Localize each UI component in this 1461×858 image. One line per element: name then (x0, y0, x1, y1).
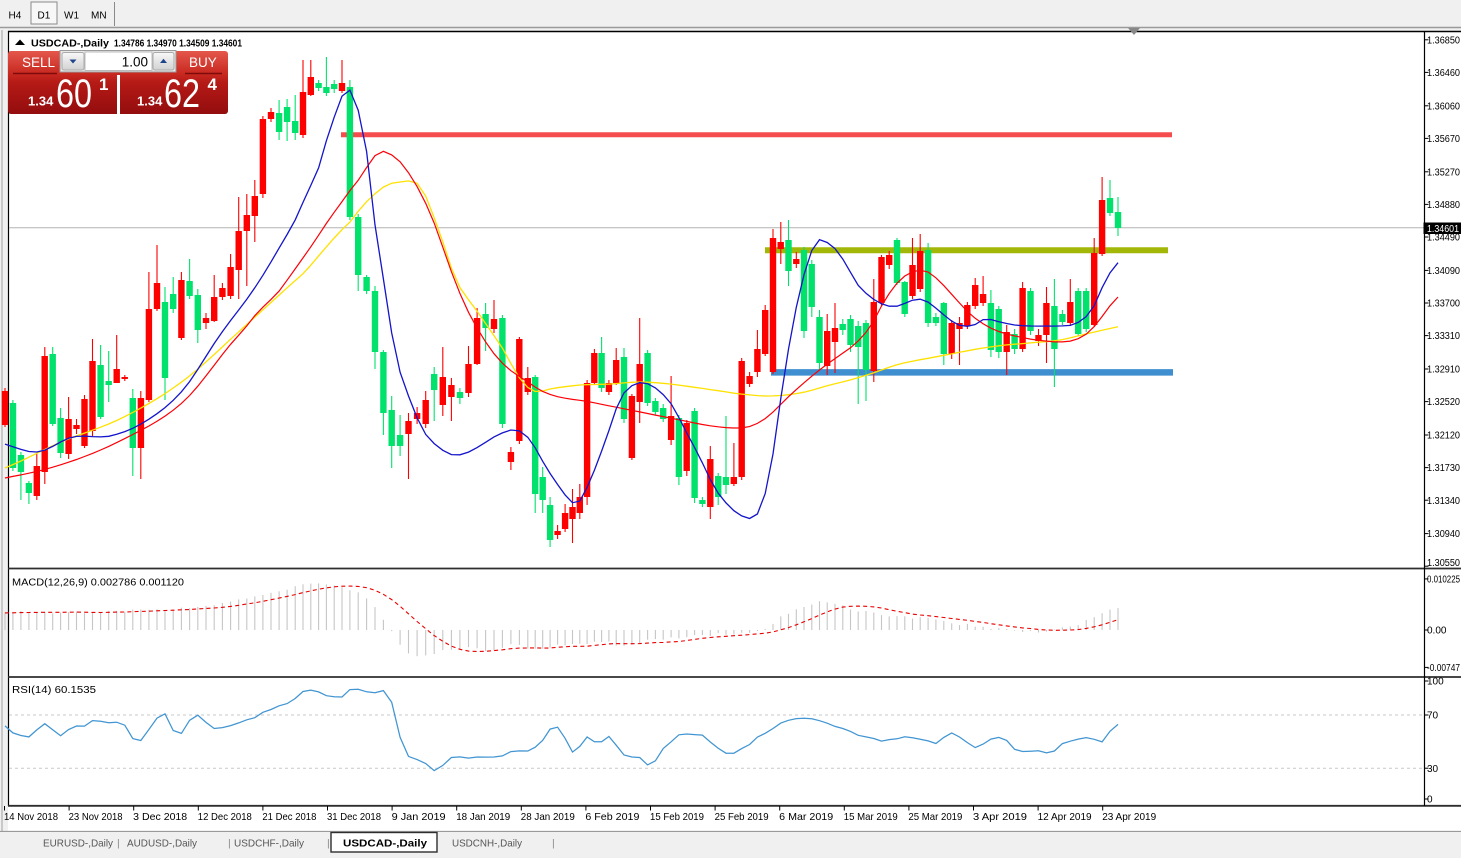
svg-text:USDCAD-,Daily: USDCAD-,Daily (343, 838, 427, 850)
svg-text:USDCAD-,Daily: USDCAD-,Daily (31, 39, 109, 50)
svg-text:12 Apr 2019: 12 Apr 2019 (1038, 811, 1092, 823)
svg-text:1.33700: 1.33700 (1427, 299, 1460, 310)
svg-text:1.34090: 1.34090 (1427, 266, 1460, 277)
svg-text:28 Jan 2019: 28 Jan 2019 (521, 811, 575, 823)
svg-text:1: 1 (99, 75, 108, 94)
svg-text:MACD(12,26,9) 0.002786 0.00112: MACD(12,26,9) 0.002786 0.001120 (12, 578, 184, 589)
svg-text:60: 60 (56, 72, 92, 116)
svg-text:4: 4 (208, 75, 218, 94)
svg-text:H4: H4 (9, 11, 22, 22)
svg-text:1.36060: 1.36060 (1427, 101, 1460, 112)
svg-text:70: 70 (1427, 711, 1439, 722)
svg-text:|: | (552, 838, 555, 850)
svg-text:1.00: 1.00 (122, 55, 148, 70)
svg-text:12 Dec 2018: 12 Dec 2018 (198, 811, 252, 823)
svg-text:USDCNH-,Daily: USDCNH-,Daily (452, 838, 523, 850)
svg-text:6 Mar 2019: 6 Mar 2019 (779, 811, 833, 823)
svg-text:W1: W1 (64, 11, 79, 22)
svg-text:6 Feb 2019: 6 Feb 2019 (585, 811, 639, 823)
svg-text:21 Dec 2018: 21 Dec 2018 (262, 811, 316, 823)
svg-text:3 Dec 2018: 3 Dec 2018 (133, 811, 187, 823)
svg-text:1.36460: 1.36460 (1427, 68, 1460, 79)
svg-text:18 Jan 2019: 18 Jan 2019 (456, 811, 510, 823)
svg-text:30: 30 (1427, 764, 1439, 775)
svg-text:1.34786 1.34970 1.34509 1.3460: 1.34786 1.34970 1.34509 1.34601 (114, 39, 242, 50)
svg-text:31 Dec 2018: 31 Dec 2018 (327, 811, 381, 823)
svg-text:1.32520: 1.32520 (1427, 397, 1460, 408)
svg-text:0: 0 (1427, 795, 1433, 806)
svg-text:1.36850: 1.36850 (1427, 35, 1460, 46)
svg-text:1.31340: 1.31340 (1427, 496, 1460, 507)
svg-text:1.34: 1.34 (137, 94, 163, 109)
svg-text:14 Nov 2018: 14 Nov 2018 (4, 811, 58, 823)
svg-text:-0.00747: -0.00747 (1427, 663, 1460, 674)
svg-text:9 Jan 2019: 9 Jan 2019 (392, 811, 446, 823)
svg-text:23 Apr 2019: 23 Apr 2019 (1102, 811, 1156, 823)
svg-text:1.30550: 1.30550 (1427, 558, 1460, 569)
svg-text:1.33310: 1.33310 (1427, 331, 1460, 342)
svg-text:SELL: SELL (22, 55, 56, 70)
svg-text:RSI(14) 60.1535: RSI(14) 60.1535 (12, 685, 96, 696)
svg-text:1.34601: 1.34601 (1427, 224, 1459, 235)
svg-text:USDCHF-,Daily: USDCHF-,Daily (234, 838, 305, 850)
svg-text:25 Feb 2019: 25 Feb 2019 (715, 811, 769, 823)
svg-text:1.31730: 1.31730 (1427, 463, 1460, 474)
svg-text:|: | (327, 838, 330, 850)
svg-text:1.34880: 1.34880 (1427, 200, 1460, 211)
svg-text:AUDUSD-,Daily: AUDUSD-,Daily (127, 838, 198, 850)
svg-text:0.010225: 0.010225 (1427, 575, 1460, 586)
svg-text:1.35670: 1.35670 (1427, 134, 1460, 145)
svg-text:1.32910: 1.32910 (1427, 365, 1460, 376)
svg-text:1.32120: 1.32120 (1427, 431, 1460, 442)
svg-text:BUY: BUY (189, 55, 217, 70)
svg-text:100: 100 (1427, 677, 1444, 688)
svg-text:1.30940: 1.30940 (1427, 529, 1460, 540)
svg-text:15 Mar 2019: 15 Mar 2019 (844, 811, 898, 823)
svg-text:3 Apr 2019: 3 Apr 2019 (973, 811, 1027, 823)
svg-text:|: | (117, 838, 120, 850)
svg-text:1.35270: 1.35270 (1427, 167, 1460, 178)
svg-text:1.34: 1.34 (28, 94, 54, 109)
svg-text:15 Feb 2019: 15 Feb 2019 (650, 811, 704, 823)
svg-text:23 Nov 2018: 23 Nov 2018 (69, 811, 123, 823)
svg-text:MN: MN (91, 11, 107, 22)
svg-text:0.00: 0.00 (1427, 626, 1447, 637)
svg-text:D1: D1 (38, 11, 51, 22)
svg-text:25 Mar 2019: 25 Mar 2019 (908, 811, 962, 823)
svg-text:EURUSD-,Daily: EURUSD-,Daily (43, 838, 114, 850)
svg-text:62: 62 (164, 72, 200, 116)
svg-text:|: | (228, 838, 231, 850)
